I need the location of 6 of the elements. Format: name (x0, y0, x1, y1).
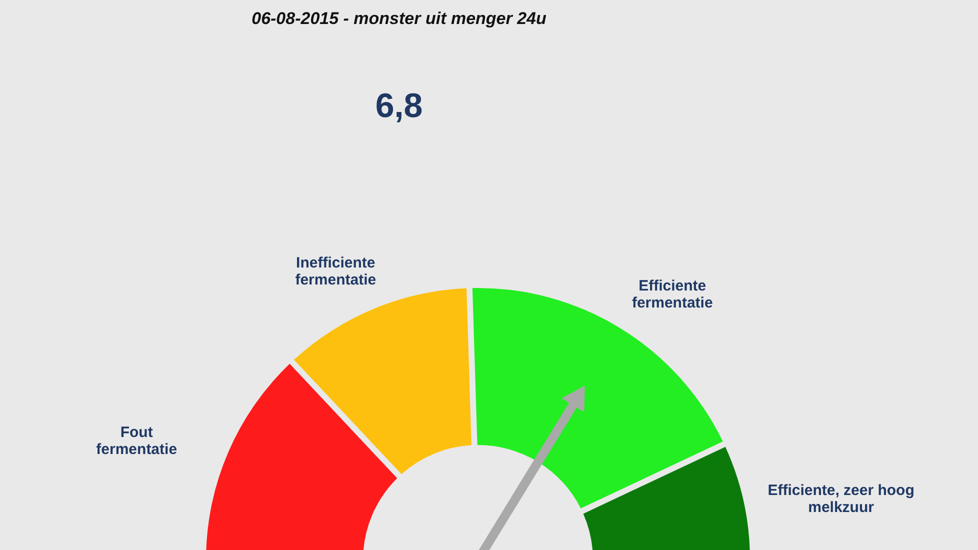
chart-subtitle: 6,8 (375, 87, 423, 125)
chart-title: 06-08-2015 - monster uit menger 24u (252, 9, 547, 28)
slice-label: Efficiente, zeer hoog melkzuur (768, 482, 914, 516)
slice-label: Inefficiente fermentatie (295, 254, 376, 289)
slice-label: Fout fermentatie (96, 424, 178, 458)
slice-label: Efficiente fermentatie (632, 277, 713, 312)
